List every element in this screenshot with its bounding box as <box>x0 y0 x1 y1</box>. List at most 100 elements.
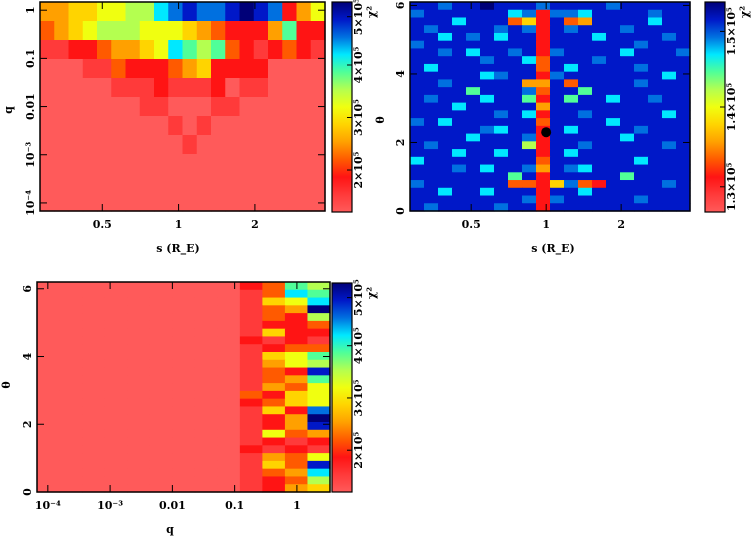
heatmap-cell <box>217 297 241 306</box>
heatmap-cell <box>262 297 286 306</box>
heatmap-cell <box>253 2 269 22</box>
heatmap-cell <box>480 40 495 50</box>
heatmap-cell <box>466 32 481 42</box>
heatmap-cell <box>662 203 677 212</box>
heatmap-cell <box>648 187 663 197</box>
heatmap-cell <box>111 21 127 41</box>
heatmap-cell <box>125 40 141 60</box>
heatmap-cell <box>82 78 98 98</box>
heatmap-cell <box>54 59 70 79</box>
heatmap-cell <box>494 17 509 26</box>
heatmap-cell <box>508 133 523 142</box>
heatmap-cell <box>466 156 481 166</box>
heatmap-cell <box>296 173 312 193</box>
heatmap-cell <box>438 118 453 127</box>
x-tick-label: 0.5 <box>93 218 112 231</box>
heatmap-cell <box>620 2 635 11</box>
heatmap-cell <box>522 133 537 142</box>
heatmap-cell <box>410 56 425 65</box>
heatmap-cell <box>196 2 212 22</box>
heatmap-cell <box>172 383 196 392</box>
heatmap-cell <box>480 203 495 212</box>
heatmap-cell <box>410 32 425 42</box>
heatmap-cell <box>550 125 565 135</box>
heatmap-cell <box>508 9 523 19</box>
heatmap-cell <box>97 2 112 22</box>
heatmap-cell <box>82 135 98 155</box>
heatmap-cell <box>262 406 286 415</box>
heatmap-cell <box>139 173 155 193</box>
heatmap-cell <box>550 94 565 104</box>
heatmap-cell <box>466 9 481 19</box>
heatmap-cell <box>494 2 509 11</box>
heatmap-cell <box>97 192 112 212</box>
heatmap-cell <box>634 118 649 127</box>
heatmap-cell <box>592 133 607 142</box>
heatmap-cell <box>225 78 241 98</box>
heatmap-cell <box>310 21 326 41</box>
heatmap-cell <box>438 180 453 189</box>
heatmap-cell <box>578 180 593 189</box>
heatmap-cell <box>217 352 241 361</box>
heatmap-cell <box>522 17 537 26</box>
heatmap-cell <box>82 460 106 470</box>
heatmap-cell <box>578 94 593 104</box>
heatmap-cell <box>438 2 453 11</box>
heatmap-cell <box>410 203 425 212</box>
heatmap-cell <box>172 320 196 330</box>
heatmap-cell <box>149 305 173 314</box>
heatmap-cell <box>217 383 241 392</box>
heatmap-cell <box>149 453 173 462</box>
heatmap-cell <box>606 156 621 166</box>
heatmap-cell <box>410 25 425 34</box>
heatmap-cell <box>262 305 286 314</box>
heatmap-cell <box>564 2 579 11</box>
heatmap-cell <box>54 78 70 98</box>
y-tick-label: 6 <box>21 285 34 293</box>
heatmap-cell <box>217 414 241 423</box>
heatmap-cell <box>225 2 241 22</box>
heatmap-cell <box>620 180 635 189</box>
heatmap-cell <box>104 336 128 345</box>
colorbar-tick-label: 3×10⁵ <box>352 379 365 416</box>
heatmap-cell <box>522 32 537 42</box>
heatmap-cell <box>634 149 649 158</box>
heatmap-cell <box>196 59 212 79</box>
heatmap-cell <box>262 453 286 462</box>
heatmap-cell <box>40 59 55 79</box>
heatmap-cell <box>284 460 309 470</box>
heatmap-cell <box>268 59 283 79</box>
heatmap-cell <box>40 192 55 212</box>
heatmap-cell <box>82 289 106 299</box>
heatmap-cell <box>194 484 218 493</box>
heatmap-cell <box>82 21 98 41</box>
heatmap-cell <box>154 40 169 60</box>
heatmap-cell <box>82 352 106 361</box>
heatmap-cell <box>634 32 649 42</box>
heatmap-cell <box>149 414 173 423</box>
heatmap-cell <box>262 336 286 345</box>
heatmap-cell <box>59 367 83 376</box>
heatmap-cell <box>239 289 263 299</box>
heatmap-cell <box>262 359 286 369</box>
x-tick-label: 0.5 <box>462 218 481 231</box>
heatmap-cell <box>564 94 579 104</box>
heatmap-cell <box>424 156 439 166</box>
heatmap-cell <box>550 156 565 166</box>
y-tick-label: 0 <box>21 488 34 496</box>
heatmap-cell <box>239 383 263 392</box>
heatmap-cell <box>149 422 173 431</box>
heatmap-cell <box>82 422 106 431</box>
heatmap-cell <box>82 429 106 439</box>
heatmap-cell <box>194 305 218 314</box>
heatmap-cell <box>438 141 453 150</box>
heatmap-cell <box>54 21 70 41</box>
heatmap-cell <box>149 437 173 446</box>
heatmap-cell <box>211 2 226 22</box>
heatmap-cell <box>239 414 263 423</box>
heatmap-cell <box>253 21 269 41</box>
heatmap-cell <box>620 125 635 135</box>
heatmap-cell <box>480 17 495 26</box>
x-axis-label: q <box>166 523 174 536</box>
y-tick-label: 6 <box>394 1 407 9</box>
